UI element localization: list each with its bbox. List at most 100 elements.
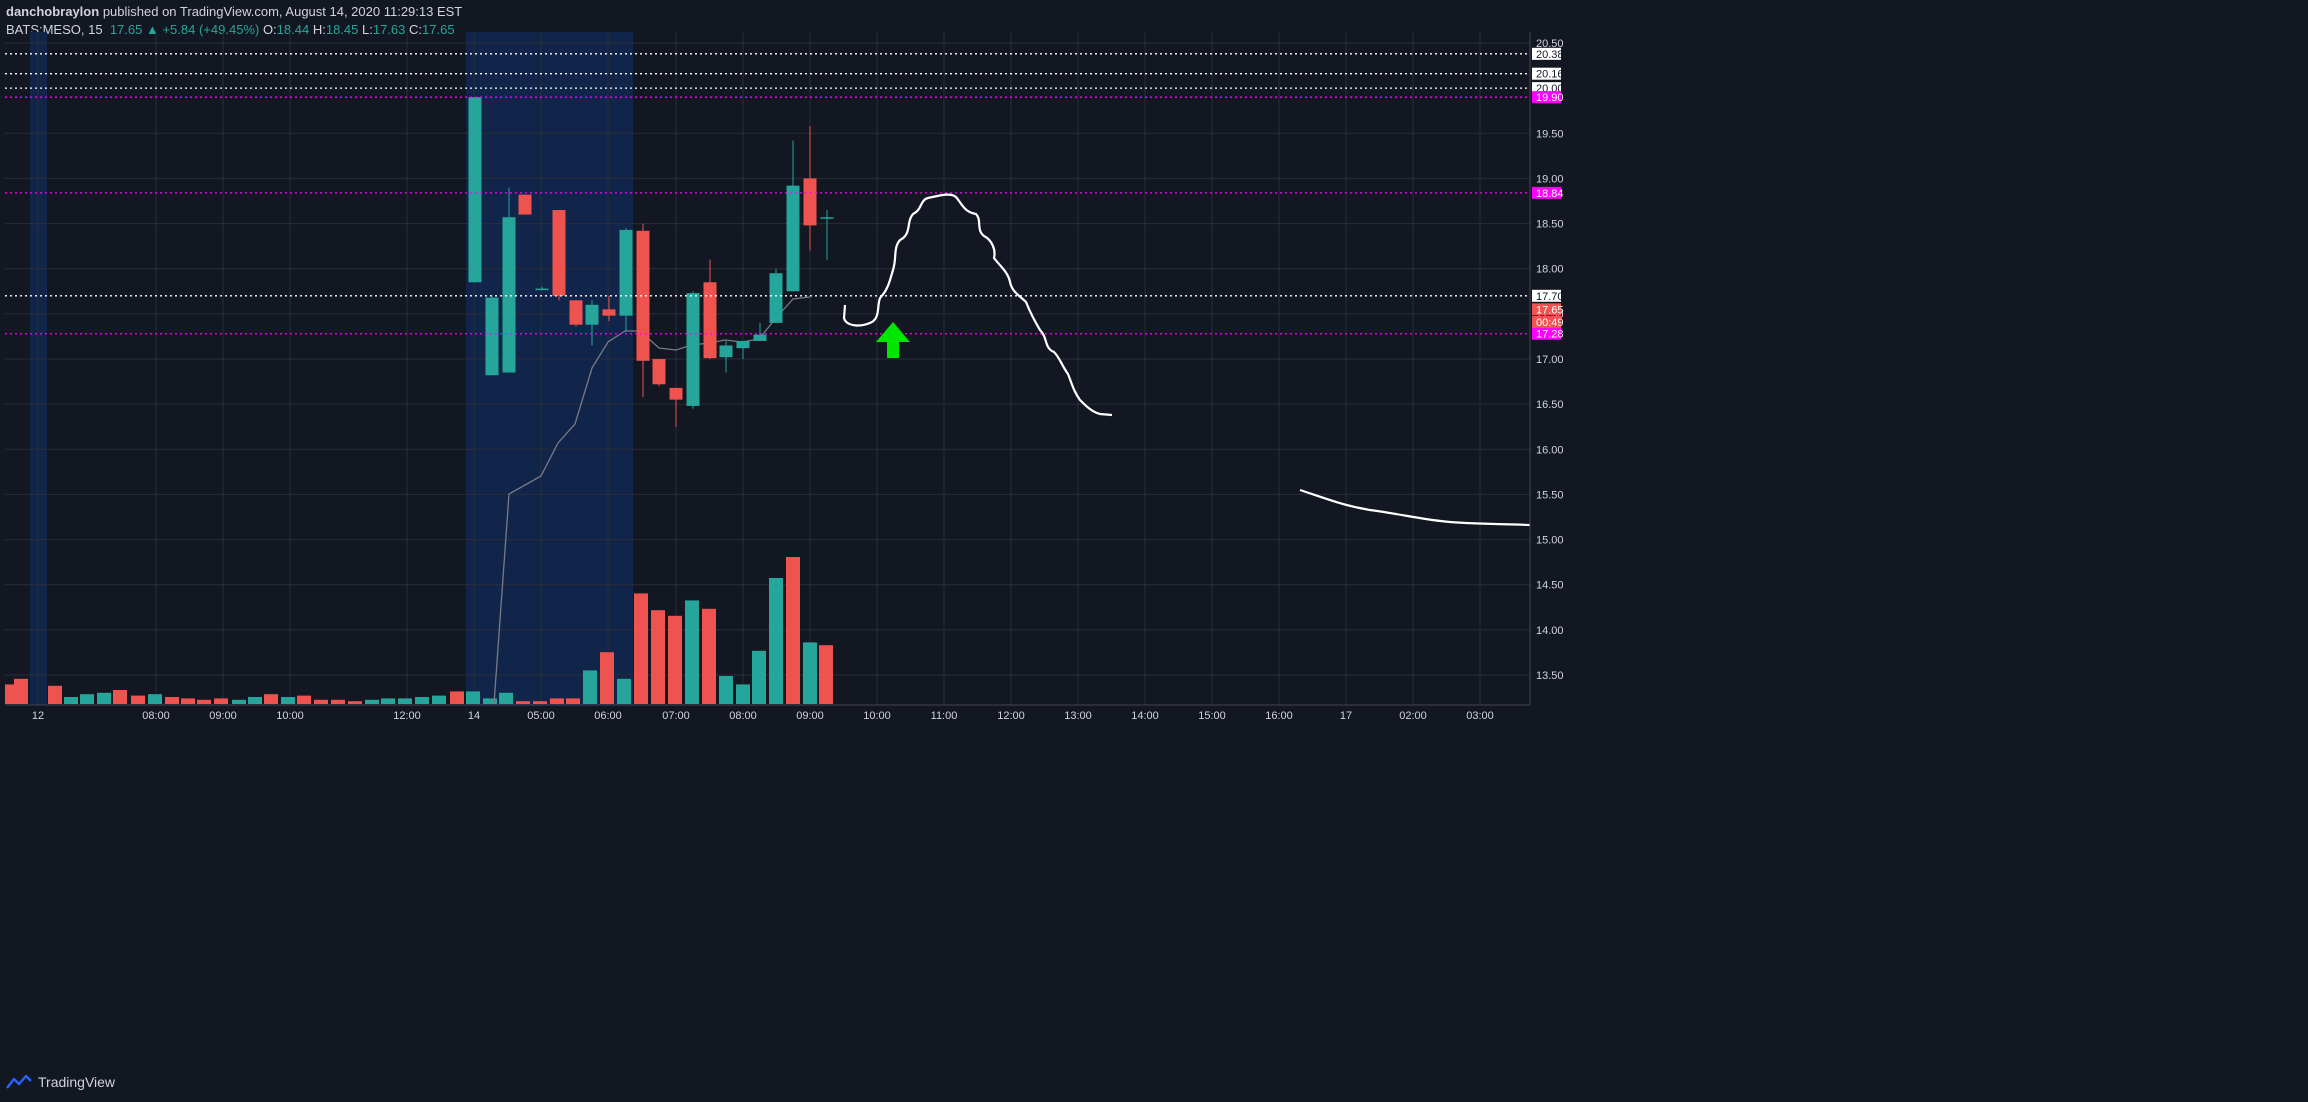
volume-bar xyxy=(550,698,564,704)
volume-bar xyxy=(702,608,716,704)
price-tick-label: 19.00 xyxy=(1536,173,1564,185)
candle-body xyxy=(652,359,666,385)
tradingview-logo-icon xyxy=(6,1075,32,1089)
level-tag xyxy=(1532,289,1561,302)
price-tick-label: 18.00 xyxy=(1536,264,1564,276)
volume-bar xyxy=(499,692,513,704)
price-tick-label: 13.50 xyxy=(1536,670,1564,682)
ohlc-line: BATS:MESO, 15 17.65 ▲ +5.84 (+49.45%) O:… xyxy=(6,21,462,39)
time-tick-label: 17 xyxy=(1340,710,1352,722)
candle-body xyxy=(518,194,532,215)
volume-bar xyxy=(736,684,750,704)
volume-bar xyxy=(365,699,379,704)
volume-bar xyxy=(197,699,211,704)
volume-bar xyxy=(281,697,295,704)
price-tick-label: 17.00 xyxy=(1536,354,1564,366)
candle-body xyxy=(619,229,633,316)
level-tag xyxy=(1532,67,1561,80)
candle-body xyxy=(569,300,583,325)
last-price: 17.65 xyxy=(109,22,143,37)
candle-body xyxy=(686,293,700,406)
level-tag-label: 17.28 xyxy=(1536,329,1564,341)
time-tick-label: 02:00 xyxy=(1399,710,1427,722)
volume-bar xyxy=(165,697,179,704)
volume-bar xyxy=(685,600,699,704)
close-label: C: xyxy=(409,22,423,37)
volume-bar xyxy=(769,578,783,704)
time-tick-label: 05:00 xyxy=(527,710,555,722)
time-tick-label: 09:00 xyxy=(796,710,824,722)
price-tick-label: 16.00 xyxy=(1536,444,1564,456)
price-tag xyxy=(1532,315,1561,328)
candle-body xyxy=(719,345,733,358)
volume-bar xyxy=(719,676,733,704)
time-tick-label: 11:00 xyxy=(931,710,958,722)
volume-bar xyxy=(331,699,345,704)
volume-bar xyxy=(113,690,127,704)
volume-bar xyxy=(314,699,328,704)
time-tick-label: 10:00 xyxy=(863,710,891,722)
candle-body xyxy=(769,273,783,323)
level-tag-label: 20.38 xyxy=(1536,49,1564,61)
volume-bar xyxy=(48,685,62,704)
volume-bar xyxy=(97,692,111,704)
volume-bar xyxy=(14,678,28,704)
symbol-label[interactable]: BATS:MESO, 15 xyxy=(6,22,103,37)
publish-info: published on TradingView.com, August 14,… xyxy=(102,4,463,19)
candle-body xyxy=(786,185,800,292)
volume-bar xyxy=(64,697,78,704)
candle-body xyxy=(602,309,616,316)
volume-bar xyxy=(450,691,464,704)
time-tick-label: 06:00 xyxy=(594,710,622,722)
volume-bar xyxy=(466,691,480,704)
price-tick-label: 20.50 xyxy=(1536,38,1564,50)
volume-bar xyxy=(516,701,530,704)
volume-bar xyxy=(566,698,580,704)
volume-bar xyxy=(600,652,614,704)
author-name[interactable]: danchobraylon xyxy=(6,4,100,19)
price-tick-label: 14.00 xyxy=(1536,625,1564,637)
level-tag xyxy=(1532,327,1561,340)
volume-bar xyxy=(232,699,246,704)
candle-body xyxy=(753,334,767,341)
candle-body xyxy=(636,230,650,361)
volume-bar xyxy=(533,701,547,704)
candle-body xyxy=(535,288,549,291)
volume-bar xyxy=(668,615,682,704)
candle-body xyxy=(485,297,499,376)
time-tick-label: 09:00 xyxy=(209,710,237,722)
level-tag xyxy=(1532,47,1561,60)
volume-bar xyxy=(148,694,162,704)
footer-brand[interactable]: TradingView xyxy=(6,1074,115,1090)
level-tag-label: 19.90 xyxy=(1536,92,1564,104)
candle-body xyxy=(703,282,717,359)
time-tick-label: 14:00 xyxy=(1131,710,1159,722)
volume-bar xyxy=(432,695,446,704)
volume-bar xyxy=(214,698,228,704)
volume-bar xyxy=(297,695,311,704)
candle-body xyxy=(502,217,516,373)
time-tick-label: 16:00 xyxy=(1265,710,1293,722)
level-tag-label: 18.84 xyxy=(1536,188,1564,200)
volume-bar xyxy=(752,650,766,704)
level-tag xyxy=(1532,91,1561,104)
time-tick-label: 08:00 xyxy=(729,710,757,722)
volume-bar xyxy=(264,694,278,704)
price-tag xyxy=(1532,303,1561,316)
volume-bar xyxy=(617,678,631,704)
low-label: L: xyxy=(362,22,373,37)
time-tick-label: 03:00 xyxy=(1466,710,1494,722)
level-tag-label: 17.70 xyxy=(1536,291,1564,303)
level-tag xyxy=(1532,186,1561,199)
volume-bar xyxy=(634,593,648,704)
candle-body xyxy=(585,304,599,325)
time-tick-label: 12:00 xyxy=(997,710,1025,722)
price-tick-label: 14.50 xyxy=(1536,580,1564,592)
volume-bar xyxy=(583,670,597,704)
price-axis xyxy=(1530,0,2308,705)
volume-bar xyxy=(348,701,362,704)
volume-bar xyxy=(381,698,395,704)
price-tick-label: 19.50 xyxy=(1536,128,1564,140)
volume-bar xyxy=(483,698,497,704)
